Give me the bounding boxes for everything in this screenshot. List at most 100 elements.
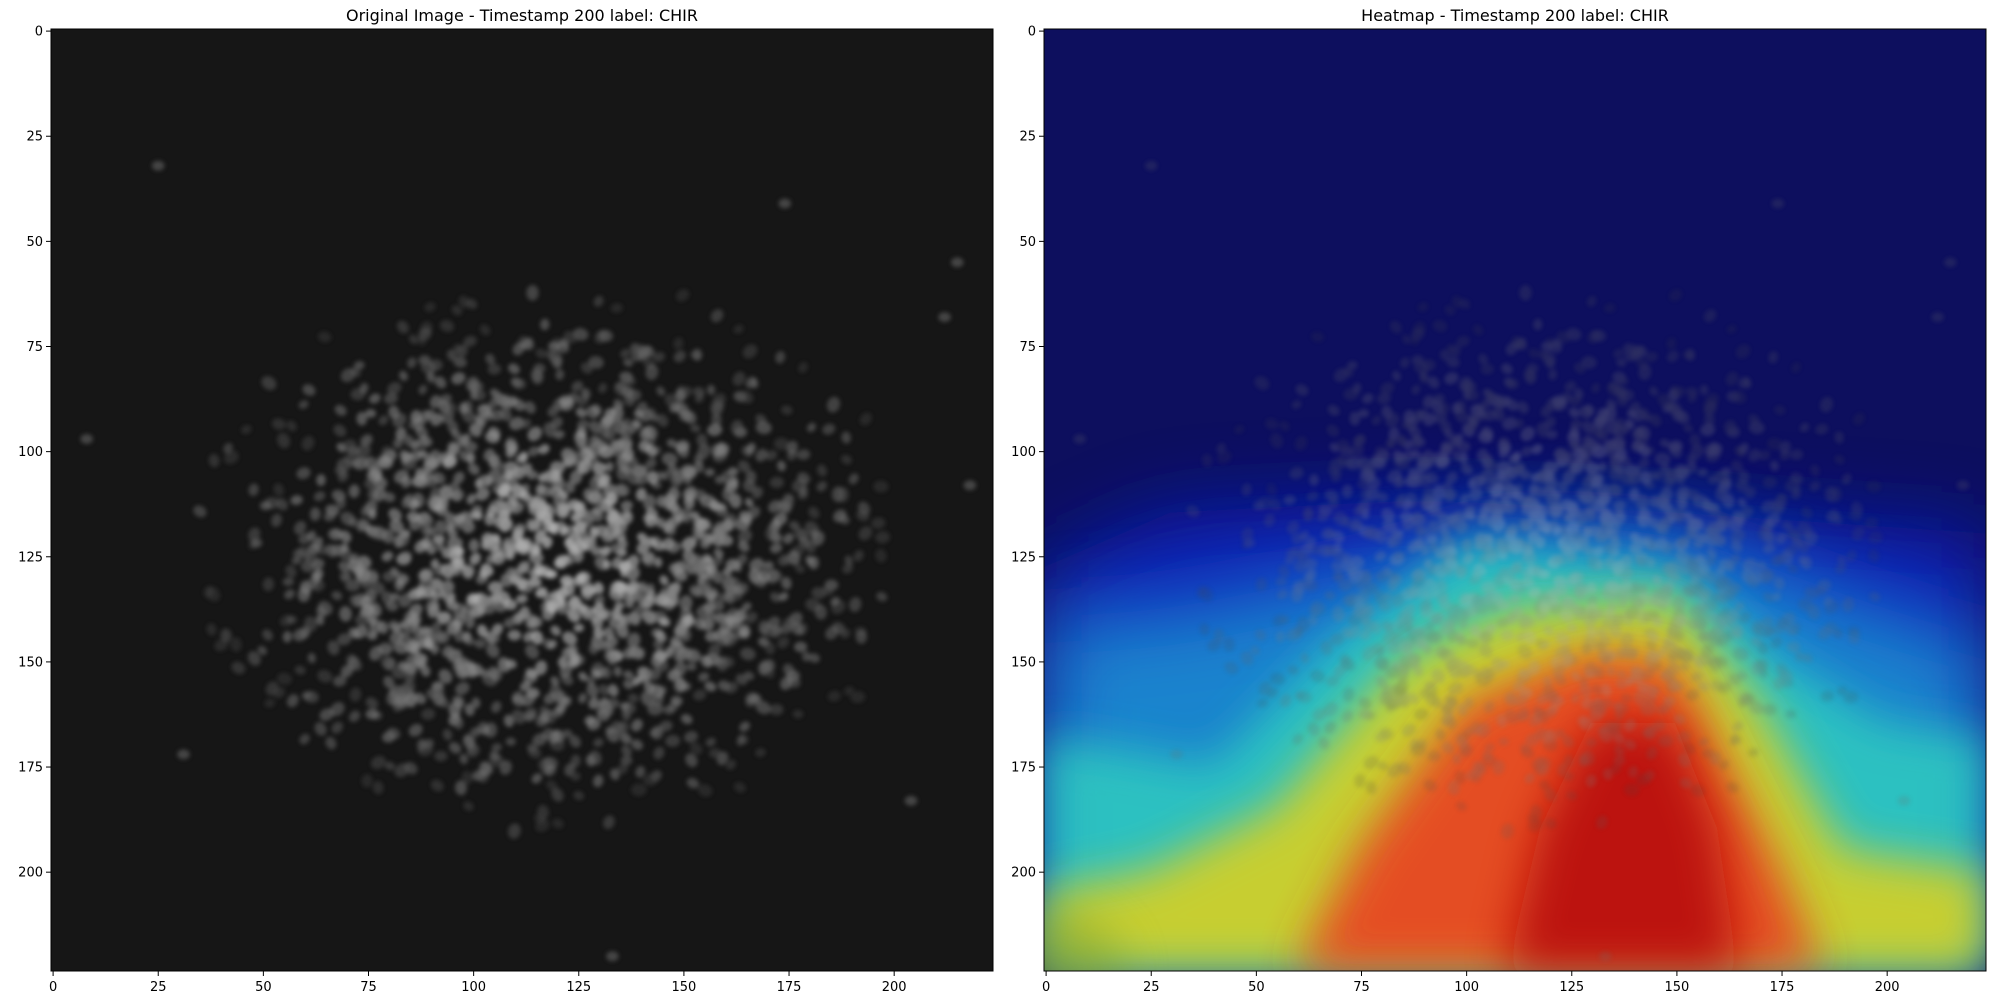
- nucleus: [486, 643, 500, 658]
- nucleus: [459, 450, 470, 462]
- nucleus: [1776, 617, 1790, 628]
- nucleus: [1585, 505, 1597, 516]
- nucleus: [562, 631, 578, 646]
- nucleus: [442, 456, 457, 468]
- nucleus: [1557, 481, 1569, 494]
- nucleus: [1330, 470, 1342, 483]
- nucleus: [486, 505, 498, 518]
- nucleus: [1649, 414, 1662, 427]
- nucleus: [1386, 438, 1397, 450]
- nucleus: [1431, 668, 1446, 684]
- nucleus: [1254, 376, 1270, 391]
- nucleus: [1522, 546, 1534, 557]
- nucleus: [1386, 469, 1402, 484]
- nucleus: [1602, 768, 1613, 781]
- nucleus: [1241, 527, 1254, 542]
- nucleus: [1397, 434, 1407, 446]
- nucleus: [1620, 632, 1634, 649]
- nucleus: [706, 564, 718, 574]
- nucleus: [1552, 525, 1562, 537]
- nucleus: [465, 618, 476, 629]
- nucleus: [1613, 702, 1624, 711]
- nucleus: [1376, 676, 1388, 689]
- nucleus: [1703, 309, 1717, 323]
- nucleus: [1555, 631, 1571, 646]
- nucleus: [1255, 629, 1266, 641]
- nucleus: [1579, 676, 1589, 687]
- nucleus: [1666, 350, 1679, 363]
- nucleus: [458, 402, 469, 414]
- nucleus: [454, 656, 469, 670]
- nucleus: [858, 526, 873, 541]
- nucleus: [398, 593, 413, 608]
- nucleus: [1535, 519, 1546, 532]
- nucleus: [1537, 764, 1550, 777]
- nucleus: [551, 468, 563, 483]
- nucleus: [1326, 424, 1340, 437]
- nucleus: [1362, 393, 1374, 404]
- nucleus: [1669, 289, 1683, 302]
- nucleus: [1739, 442, 1749, 454]
- nucleus: [528, 616, 543, 629]
- nucleus: [1594, 666, 1605, 679]
- nucleus: [545, 349, 556, 360]
- nucleus: [1586, 774, 1597, 788]
- nucleus: [247, 651, 261, 666]
- nucleus: [367, 615, 377, 626]
- nucleus: [515, 611, 526, 623]
- nucleus: [1631, 581, 1642, 592]
- nucleus: [1492, 760, 1505, 775]
- nucleus: [1672, 595, 1686, 612]
- nucleus: [625, 597, 635, 609]
- nucleus: [1362, 527, 1378, 540]
- nucleus: [1703, 600, 1718, 612]
- nucleus: [491, 701, 502, 713]
- nucleus: [547, 639, 558, 650]
- nucleus: [1573, 608, 1585, 621]
- nucleus: [1776, 663, 1788, 677]
- nucleus: [1400, 662, 1411, 676]
- nucleus: [323, 511, 336, 522]
- nucleus: [1399, 511, 1414, 523]
- nucleus: [1456, 801, 1467, 811]
- nucleus: [1603, 303, 1616, 313]
- nucleus: [450, 489, 465, 502]
- nucleus: [1279, 420, 1290, 432]
- nucleus: [1698, 534, 1708, 545]
- nucleus: [1564, 380, 1577, 392]
- nucleus: [1717, 593, 1728, 605]
- nucleus: [711, 413, 722, 427]
- x-tick-label: 25: [150, 980, 167, 995]
- nucleus: [1479, 643, 1493, 658]
- nucleus: [1387, 578, 1398, 591]
- y-tick-label: 125: [1011, 550, 1036, 565]
- nucleus: [1866, 480, 1882, 493]
- nucleus: [377, 456, 394, 469]
- nucleus: [488, 397, 498, 409]
- nucleus: [1760, 616, 1774, 630]
- nucleus: [590, 491, 605, 505]
- nucleus: [1527, 660, 1541, 676]
- nucleus: [724, 593, 735, 605]
- x-tick-label: 0: [1042, 980, 1050, 995]
- nucleus: [1662, 640, 1679, 654]
- nucleus: [1470, 404, 1485, 418]
- nucleus: [1283, 495, 1296, 506]
- nucleus: [1750, 569, 1763, 584]
- nucleus: [649, 611, 660, 623]
- nucleus: [1683, 424, 1694, 433]
- nucleus: [462, 735, 475, 749]
- nucleus: [544, 764, 557, 777]
- nucleus: [738, 540, 750, 553]
- nucleus: [1294, 624, 1304, 636]
- nucleus: [1648, 630, 1660, 643]
- nucleus: [1375, 647, 1385, 657]
- nucleus: [1719, 759, 1729, 770]
- nucleus: [566, 608, 581, 623]
- nucleus: [1685, 528, 1697, 541]
- nucleus: [1738, 611, 1751, 624]
- nucleus: [1305, 568, 1317, 581]
- nucleus: [1144, 160, 1158, 171]
- nucleus: [680, 714, 693, 725]
- nucleus: [366, 631, 378, 641]
